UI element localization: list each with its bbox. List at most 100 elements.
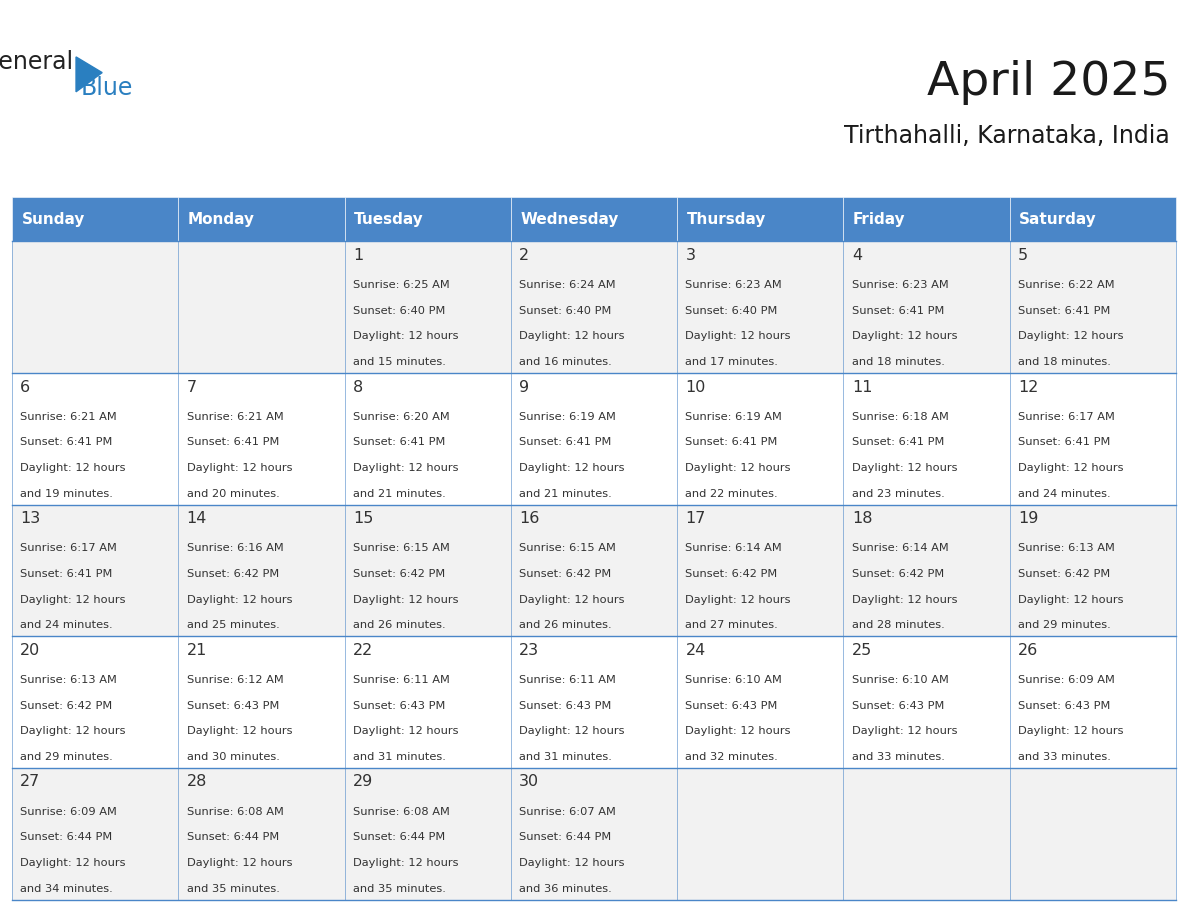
Text: 17: 17	[685, 511, 706, 526]
Bar	[178, 241, 345, 373]
Bar	[12, 373, 178, 505]
Text: Sunrise: 6:07 AM: Sunrise: 6:07 AM	[519, 807, 617, 816]
Bar	[345, 636, 511, 768]
Bar	[1010, 373, 1176, 505]
Bar	[1010, 636, 1176, 768]
Text: Daylight: 12 hours: Daylight: 12 hours	[1018, 331, 1124, 341]
Text: Sunset: 6:44 PM: Sunset: 6:44 PM	[20, 833, 113, 842]
Text: and 23 minutes.: and 23 minutes.	[852, 488, 944, 498]
Text: Sunset: 6:44 PM: Sunset: 6:44 PM	[353, 833, 446, 842]
Text: Sunset: 6:41 PM: Sunset: 6:41 PM	[852, 437, 944, 447]
Polygon shape	[76, 57, 102, 92]
Text: 8: 8	[353, 379, 364, 395]
Text: 7: 7	[187, 379, 197, 395]
Text: Sunset: 6:41 PM: Sunset: 6:41 PM	[187, 437, 279, 447]
Text: Thursday: Thursday	[687, 212, 766, 227]
Text: 14: 14	[187, 511, 207, 526]
Text: Daylight: 12 hours: Daylight: 12 hours	[685, 331, 791, 341]
Bar	[843, 636, 1010, 768]
Text: 23: 23	[519, 643, 539, 658]
Text: Sunrise: 6:10 AM: Sunrise: 6:10 AM	[852, 675, 949, 685]
Text: and 35 minutes.: and 35 minutes.	[187, 883, 279, 893]
Text: 3: 3	[685, 248, 695, 263]
Text: Tuesday: Tuesday	[354, 212, 424, 227]
Text: 20: 20	[20, 643, 40, 658]
Text: 28: 28	[187, 775, 207, 789]
Text: Sunset: 6:41 PM: Sunset: 6:41 PM	[1018, 306, 1111, 316]
Text: Sunset: 6:40 PM: Sunset: 6:40 PM	[685, 306, 778, 316]
Text: 22: 22	[353, 643, 373, 658]
Text: and 34 minutes.: and 34 minutes.	[20, 883, 113, 893]
Text: Daylight: 12 hours: Daylight: 12 hours	[1018, 595, 1124, 605]
Bar	[12, 768, 178, 900]
Text: 25: 25	[852, 643, 872, 658]
Bar	[1010, 505, 1176, 636]
Bar	[677, 197, 843, 241]
Bar	[178, 505, 345, 636]
Text: Sunset: 6:42 PM: Sunset: 6:42 PM	[685, 569, 778, 579]
Text: 15: 15	[353, 511, 373, 526]
Text: Blue: Blue	[81, 76, 133, 100]
Text: 29: 29	[353, 775, 373, 789]
Bar	[677, 241, 843, 373]
Text: and 35 minutes.: and 35 minutes.	[353, 883, 446, 893]
Text: Sunrise: 6:19 AM: Sunrise: 6:19 AM	[519, 411, 617, 421]
Text: Sunset: 6:44 PM: Sunset: 6:44 PM	[519, 833, 612, 842]
Text: 13: 13	[20, 511, 40, 526]
Text: and 21 minutes.: and 21 minutes.	[519, 488, 612, 498]
Text: Sunrise: 6:14 AM: Sunrise: 6:14 AM	[852, 543, 948, 554]
Text: and 17 minutes.: and 17 minutes.	[685, 357, 778, 367]
Bar	[12, 197, 178, 241]
Text: Sunset: 6:40 PM: Sunset: 6:40 PM	[519, 306, 612, 316]
Text: Sunset: 6:42 PM: Sunset: 6:42 PM	[20, 700, 113, 711]
Text: Sunrise: 6:17 AM: Sunrise: 6:17 AM	[20, 543, 118, 554]
Text: and 16 minutes.: and 16 minutes.	[519, 357, 612, 367]
Text: and 26 minutes.: and 26 minutes.	[519, 621, 612, 631]
Text: Saturday: Saturday	[1019, 212, 1097, 227]
Text: and 36 minutes.: and 36 minutes.	[519, 883, 612, 893]
Text: Sunset: 6:43 PM: Sunset: 6:43 PM	[852, 700, 944, 711]
Text: and 29 minutes.: and 29 minutes.	[1018, 621, 1111, 631]
Text: Daylight: 12 hours: Daylight: 12 hours	[353, 331, 459, 341]
Bar	[12, 241, 178, 373]
Text: Friday: Friday	[853, 212, 905, 227]
Text: 9: 9	[519, 379, 530, 395]
Text: 5: 5	[1018, 248, 1029, 263]
Text: and 31 minutes.: and 31 minutes.	[519, 752, 612, 762]
Text: Daylight: 12 hours: Daylight: 12 hours	[353, 463, 459, 473]
Text: Sunrise: 6:12 AM: Sunrise: 6:12 AM	[187, 675, 283, 685]
Text: Sunrise: 6:13 AM: Sunrise: 6:13 AM	[20, 675, 118, 685]
Bar	[178, 197, 345, 241]
Text: Sunrise: 6:08 AM: Sunrise: 6:08 AM	[353, 807, 450, 816]
Text: Sunset: 6:42 PM: Sunset: 6:42 PM	[187, 569, 279, 579]
Bar	[677, 636, 843, 768]
Bar	[12, 505, 178, 636]
Text: Sunset: 6:40 PM: Sunset: 6:40 PM	[353, 306, 446, 316]
Bar	[511, 636, 677, 768]
Text: 16: 16	[519, 511, 539, 526]
Text: 19: 19	[1018, 511, 1038, 526]
Bar	[345, 197, 511, 241]
Text: and 21 minutes.: and 21 minutes.	[353, 488, 446, 498]
Text: Daylight: 12 hours: Daylight: 12 hours	[187, 595, 292, 605]
Text: 30: 30	[519, 775, 539, 789]
Text: and 15 minutes.: and 15 minutes.	[353, 357, 446, 367]
Text: Tirthahalli, Karnataka, India: Tirthahalli, Karnataka, India	[845, 124, 1170, 148]
Text: Sunrise: 6:24 AM: Sunrise: 6:24 AM	[519, 280, 615, 290]
Bar	[843, 197, 1010, 241]
Text: Sunset: 6:42 PM: Sunset: 6:42 PM	[353, 569, 446, 579]
Text: Sunrise: 6:25 AM: Sunrise: 6:25 AM	[353, 280, 449, 290]
Text: Sunset: 6:41 PM: Sunset: 6:41 PM	[519, 437, 612, 447]
Text: 1: 1	[353, 248, 364, 263]
Text: Sunrise: 6:08 AM: Sunrise: 6:08 AM	[187, 807, 284, 816]
Text: and 18 minutes.: and 18 minutes.	[852, 357, 944, 367]
Text: Sunrise: 6:19 AM: Sunrise: 6:19 AM	[685, 411, 783, 421]
Bar	[843, 505, 1010, 636]
Text: Daylight: 12 hours: Daylight: 12 hours	[852, 726, 958, 736]
Text: Monday: Monday	[188, 212, 254, 227]
Bar	[843, 241, 1010, 373]
Text: Sunday: Sunday	[21, 212, 84, 227]
Text: Sunrise: 6:17 AM: Sunrise: 6:17 AM	[1018, 411, 1116, 421]
Bar	[1010, 241, 1176, 373]
Text: 26: 26	[1018, 643, 1038, 658]
